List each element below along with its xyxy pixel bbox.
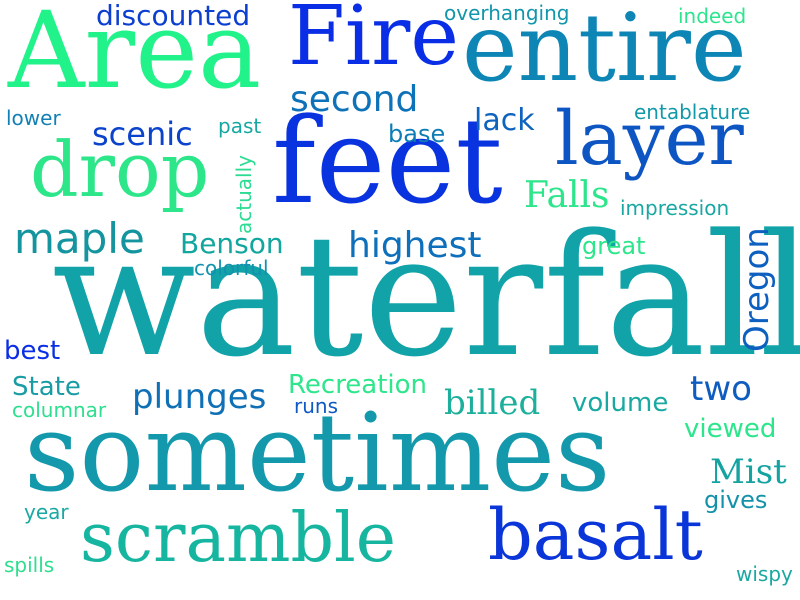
word-billed: billed — [444, 383, 541, 423]
word-two: two — [690, 369, 752, 409]
word-drop: drop — [30, 125, 210, 214]
word-plunges: plunges — [132, 377, 267, 417]
word-falls: Falls — [524, 175, 610, 216]
word-viewed: viewed — [684, 414, 777, 444]
word-actually: actually — [232, 155, 256, 234]
word-runs: runs — [294, 394, 338, 418]
word-second: second — [290, 79, 419, 120]
word-discounted: discounted — [96, 0, 251, 32]
word-layer: layer — [555, 96, 744, 182]
word-best: best — [4, 336, 61, 366]
word-highest: highest — [348, 225, 482, 266]
word-base: base — [388, 120, 446, 148]
word-past: past — [218, 114, 262, 138]
word-waterfall: waterfall — [52, 198, 800, 394]
word-benson: Benson — [180, 227, 284, 260]
word-year: year — [24, 500, 69, 524]
word-entablature: entablature — [634, 100, 751, 124]
word-maple: maple — [14, 214, 145, 263]
word-entire: entire — [462, 0, 747, 103]
word-area: Area — [8, 0, 262, 112]
word-feet: feet — [272, 92, 503, 230]
word-overhanging: overhanging — [444, 1, 570, 25]
word-state: State — [12, 372, 81, 402]
word-indeed: indeed — [678, 4, 747, 28]
word-scramble: scramble — [80, 499, 397, 578]
word-oregon: Oregon — [737, 227, 777, 352]
word-fire: Fire — [288, 0, 459, 84]
word-basalt: basalt — [488, 494, 703, 576]
word-lower: lower — [6, 106, 61, 130]
word-gives: gives — [704, 486, 768, 514]
word-lack: lack — [474, 103, 535, 138]
word-great: great — [582, 232, 646, 260]
word-scenic: scenic — [92, 115, 193, 153]
word-colorful: colorful — [194, 256, 269, 280]
word-recreation: Recreation — [288, 370, 428, 400]
word-wispy: wispy — [736, 562, 793, 586]
word-columnar: columnar — [12, 398, 107, 422]
word-sometimes: sometimes — [24, 391, 611, 516]
word-volume: volume — [572, 388, 669, 418]
word-mist: Mist — [710, 452, 787, 492]
word-impression: impression — [620, 196, 730, 220]
word-spills: spills — [4, 553, 55, 577]
